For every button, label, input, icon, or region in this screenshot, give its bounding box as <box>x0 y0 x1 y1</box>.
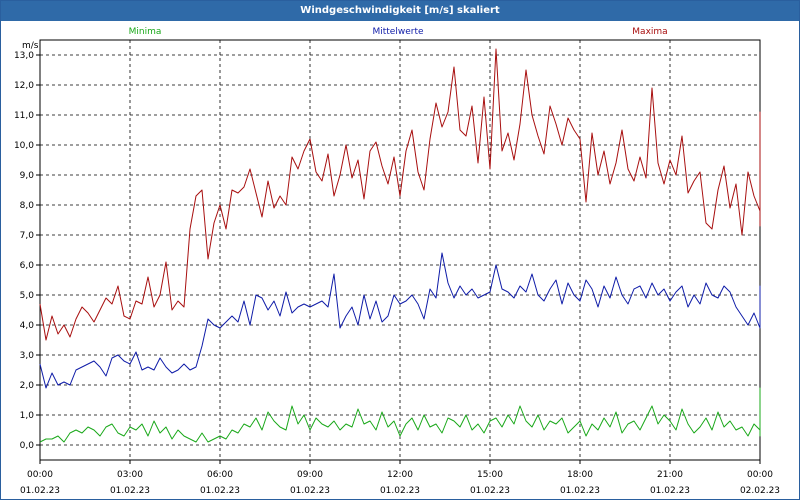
legend: Minima Mittelwerte Maxima <box>129 27 668 37</box>
y-tick-label: 9,0 <box>20 171 35 181</box>
y-tick-label: 6,0 <box>20 261 35 271</box>
x-tick-date-label: 01.02.23 <box>110 486 150 496</box>
grid <box>40 40 760 460</box>
x-tick-time-label: 00:00 <box>27 470 53 480</box>
y-tick-label: 1,0 <box>20 411 35 421</box>
x-tick-date-label: 01.02.23 <box>470 486 510 496</box>
y-tick-label: 3,0 <box>20 351 35 361</box>
series-line-maxima <box>39 48 761 341</box>
x-tick-time-label: 06:00 <box>207 470 233 480</box>
series-line-mittelwerte <box>39 252 761 389</box>
y-tick-label: 8,0 <box>20 201 35 211</box>
x-tick-date-label: 01.02.23 <box>290 486 330 496</box>
x-tick-time-label: 21:00 <box>657 470 683 480</box>
x-tick-time-label: 12:00 <box>387 470 413 480</box>
x-tick-time-label: 09:00 <box>297 470 323 480</box>
x-tick-date-label: 02.02.23 <box>740 486 780 496</box>
y-tick-label: 10,0 <box>14 141 34 151</box>
y-tick-label: 13,0 <box>14 51 34 61</box>
series-line-minima <box>39 387 761 443</box>
x-tick-date-label: 01.02.23 <box>380 486 420 496</box>
plot-frame <box>39 39 761 461</box>
y-tick-label: 0,0 <box>20 441 35 451</box>
axes: 0,0 1,0 2,0 3,0 4,0 5,0 6,0 7,0 8,0 9,0 10,0 11,0 12… <box>14 39 780 496</box>
window-title: Windgeschwindigkeit [m/s] skaliert <box>1 1 799 21</box>
legend-entry-mittelwerte: Mittelwerte <box>372 27 423 37</box>
series-lines <box>39 48 761 443</box>
x-tick-date-label: 01.02.23 <box>200 486 240 496</box>
y-tick-label: 7,0 <box>20 231 35 241</box>
x-tick-time-label: 00:00 <box>747 470 773 480</box>
y-tick-label: 2,0 <box>20 381 35 391</box>
legend-entry-maxima: Maxima <box>632 27 667 37</box>
x-tick-time-label: 03:00 <box>117 470 143 480</box>
x-tick-date-label: 01.02.23 <box>20 486 60 496</box>
y-tick-label: 12,0 <box>14 81 34 91</box>
y-tick-label: 5,0 <box>20 291 35 301</box>
y-tick-label: 4,0 <box>20 321 35 331</box>
x-tick-time-label: 15:00 <box>477 470 503 480</box>
y-tick-label: 11,0 <box>14 111 34 121</box>
x-tick-time-label: 18:00 <box>567 470 593 480</box>
x-tick-date-label: 01.02.23 <box>650 486 690 496</box>
x-tick-date-label: 01.02.23 <box>560 486 600 496</box>
legend-entry-minima: Minima <box>129 27 162 37</box>
y-axis-unit-label: m/s <box>22 41 39 51</box>
